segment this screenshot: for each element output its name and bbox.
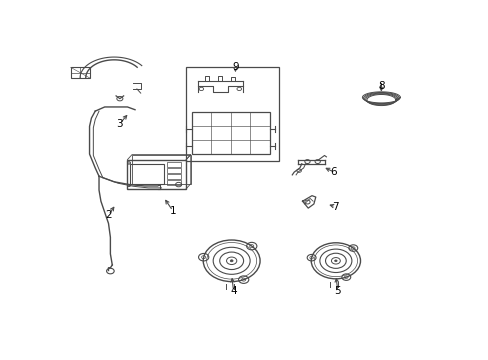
Text: 6: 6 — [330, 167, 337, 177]
Bar — [167, 168, 180, 173]
Bar — [70, 67, 89, 78]
Bar — [130, 164, 164, 184]
Text: 4: 4 — [230, 286, 236, 296]
Bar — [167, 162, 180, 167]
Text: 1: 1 — [169, 206, 176, 216]
Circle shape — [334, 260, 336, 262]
Text: 2: 2 — [105, 210, 112, 220]
Bar — [167, 180, 180, 185]
Text: 9: 9 — [232, 62, 238, 72]
Bar — [186, 67, 279, 161]
Bar — [127, 159, 186, 189]
Bar — [167, 174, 180, 179]
Text: 8: 8 — [377, 81, 384, 91]
Text: 3: 3 — [116, 118, 123, 129]
Text: 7: 7 — [332, 202, 339, 212]
Bar — [191, 112, 269, 154]
Circle shape — [230, 260, 233, 262]
Text: 5: 5 — [334, 286, 341, 296]
